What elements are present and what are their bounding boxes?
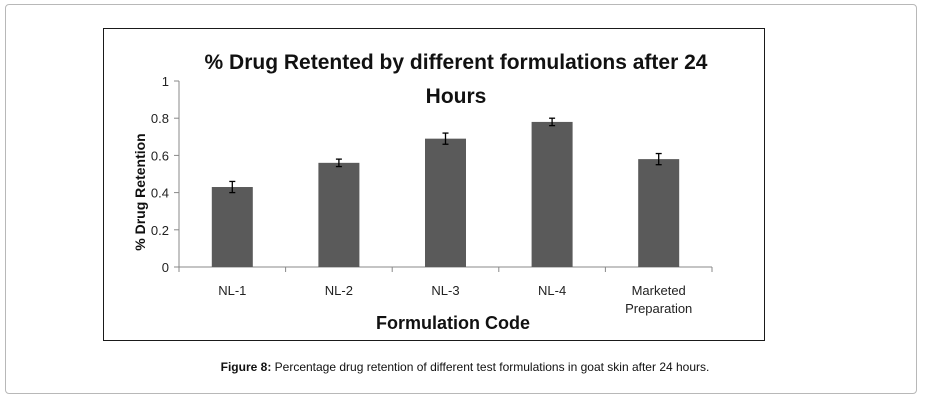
y-axis-label: % Drug Retention [132,133,148,250]
y-tick-label: 0 [162,260,169,275]
bar-nl-2 [318,162,360,267]
caption-text: Percentage drug retention of different t… [271,360,710,374]
x-tick-label: NL-1 [218,283,246,298]
bar-nl-3 [425,138,466,267]
x-tick-label: Marketed [632,283,686,298]
y-tick-label: 0.6 [151,148,169,163]
chart-panel: % Drug Retented by different formulation… [103,28,765,341]
y-tick-label: 0.2 [151,223,169,238]
y-tick-label: 1 [162,74,169,89]
chart-title-line-2: Hours [426,85,487,108]
x-tick-label: Preparation [625,301,692,316]
x-axis-label: Formulation Code [376,313,530,333]
caption-label: Figure 8: [220,360,272,374]
bar-marketed-preparation [638,159,680,267]
chart-title-line-1: % Drug Retented by different formulation… [205,51,708,74]
y-tick-label: 0.4 [151,186,169,201]
bar-chart: % Drug Retented by different formulation… [132,51,713,333]
bar-nl-4 [531,121,573,267]
plot-area: 0 0.2 0.4 0.6 0.8 1 NL-1 NL-2 NL-3 NL-4 Marketed Pr… [151,74,713,316]
x-tick-label: NL-4 [538,283,566,298]
x-tick-label: NL-3 [431,283,459,298]
figure-caption: Figure 8: Percentage drug retention of d… [0,360,930,374]
x-tick-label: NL-2 [325,283,353,298]
y-tick-label: 0.8 [151,111,169,126]
bar-nl-1 [211,187,253,267]
